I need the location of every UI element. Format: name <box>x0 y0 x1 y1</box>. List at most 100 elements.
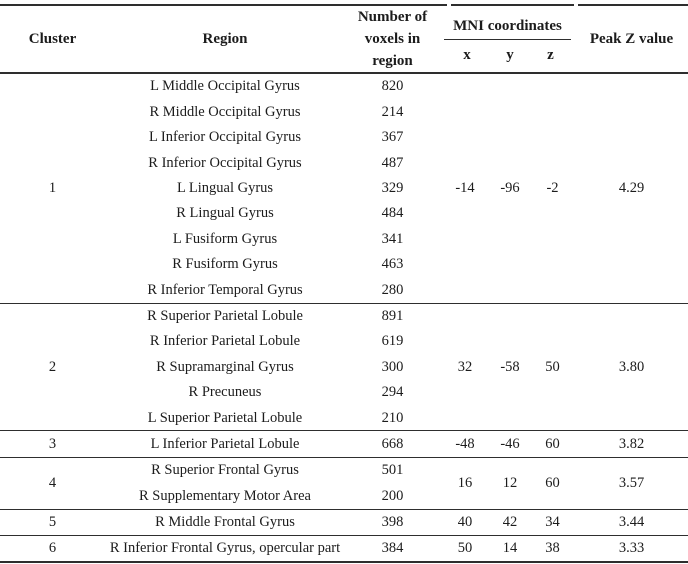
region-cell: L Inferior Occipital Gyrus <box>148 129 302 146</box>
voxel-count-cell: 398 <box>345 508 440 536</box>
region-cell: L Superior Parietal Lobule <box>147 409 303 426</box>
coord-y-cell: -46 <box>490 430 530 458</box>
region-cell: R Inferior Frontal Gyrus, opercular part <box>105 535 345 563</box>
table-row: R Inferior Temporal Gyrus 280 <box>0 277 688 303</box>
voxel-count-cell: 384 <box>345 535 440 563</box>
voxel-count-cell: 487 <box>381 154 404 171</box>
table-row: R Inferior Occipital Gyrus 487 <box>0 150 688 175</box>
voxel-count-cell: 200 <box>381 487 404 504</box>
table-row: R Precuneus 294 <box>0 380 688 405</box>
mni-coordinates-header: MNI coordinates x y z <box>440 6 575 74</box>
cluster-number-cell: 1 <box>0 72 105 304</box>
coord-x-cell: 16 <box>440 456 490 510</box>
voxel-count-cell: 210 <box>381 409 404 426</box>
voxel-count-cell: 668 <box>345 430 440 458</box>
voxel-count-cell: 820 <box>345 72 440 100</box>
coord-z-cell: 50 <box>530 302 575 431</box>
voxel-count-cell: 294 <box>381 384 404 401</box>
z-column-header: z <box>547 46 554 63</box>
region-column-header: Region <box>105 6 345 74</box>
voxel-count-cell: 463 <box>381 256 404 273</box>
region-cell: R Supplementary Motor Area <box>139 487 311 504</box>
table-row: R Supramarginal Gyrus 300 <box>0 354 688 379</box>
coord-y-cell: 14 <box>490 535 530 563</box>
cluster-column-header: Cluster <box>0 6 105 74</box>
table-row: L Superior Parietal Lobule 210 <box>0 405 688 431</box>
table-top-rule <box>0 4 688 6</box>
cluster-number-cell: 5 <box>0 508 105 536</box>
coord-x-cell: -14 <box>440 72 490 304</box>
peak-z-value-cell: 3.57 <box>575 456 688 510</box>
region-cell: R Superior Parietal Lobule <box>105 302 345 329</box>
voxels-header-line2: voxels in region <box>364 31 421 69</box>
cluster-number-cell: 4 <box>0 456 105 510</box>
voxels-column-header: Number of voxels in region <box>345 6 440 74</box>
voxel-count-cell: 341 <box>381 230 404 247</box>
mni-coordinates-label: MNI coordinates <box>444 14 571 40</box>
table-row: R Supplementary Motor Area 200 <box>0 483 688 509</box>
voxel-count-cell: 367 <box>381 129 404 146</box>
region-cell: R Middle Frontal Gyrus <box>105 508 345 536</box>
voxels-header-line1: Number of <box>357 9 428 25</box>
table-row: R Inferior Parietal Lobule 619 <box>0 329 688 354</box>
region-cell: R Supramarginal Gyrus <box>156 358 294 375</box>
region-cell: R Fusiform Gyrus <box>172 256 278 273</box>
coord-z-cell: 38 <box>530 535 575 563</box>
voxel-count-cell: 619 <box>381 333 404 350</box>
region-cell: L Lingual Gyrus <box>176 180 274 196</box>
coord-z-cell: -2 <box>530 72 575 304</box>
coord-x-cell: 32 <box>440 302 490 431</box>
coord-y-cell: 12 <box>490 456 530 510</box>
region-cell: L Inferior Parietal Lobule <box>105 430 345 458</box>
coord-y-cell: 42 <box>490 508 530 536</box>
coord-z-cell: 60 <box>530 430 575 458</box>
region-cell: R Inferior Occipital Gyrus <box>148 154 302 171</box>
coord-y-cell: -96 <box>490 72 530 304</box>
voxel-count-cell: 484 <box>381 205 404 222</box>
mni-header-inner: MNI coordinates x y z <box>444 14 571 65</box>
table-row: R Lingual Gyrus 484 <box>0 201 688 226</box>
region-cell: R Superior Frontal Gyrus <box>105 456 345 484</box>
results-table: Cluster Region Number of voxels in regio… <box>0 6 688 564</box>
coord-z-cell: 60 <box>530 456 575 510</box>
peak-z-column-header: Peak Z value <box>575 6 688 74</box>
header-row: Cluster Region Number of voxels in regio… <box>0 6 688 74</box>
peak-z-value-cell: 3.33 <box>575 535 688 563</box>
coord-x-cell: 50 <box>440 535 490 563</box>
region-cell: L Fusiform Gyrus <box>172 230 278 247</box>
voxel-count-cell: 280 <box>381 281 404 298</box>
coord-z-cell: 34 <box>530 508 575 536</box>
region-cell: R Middle Occipital Gyrus <box>149 103 301 120</box>
table-row: L Lingual Gyrus 329 <box>0 176 688 201</box>
voxel-count-cell: 300 <box>381 358 404 375</box>
voxel-count-cell: 214 <box>381 103 404 120</box>
cluster-number-cell: 6 <box>0 535 105 563</box>
voxel-count-cell: 329 <box>381 180 404 196</box>
coord-x-cell: -48 <box>440 430 490 458</box>
table-row: R Middle Occipital Gyrus 214 <box>0 99 688 124</box>
region-cell: R Precuneus <box>188 384 262 401</box>
table-row: L Fusiform Gyrus 341 <box>0 226 688 251</box>
region-cell: R Inferior Parietal Lobule <box>149 333 301 350</box>
voxel-count-cell: 501 <box>345 456 440 484</box>
x-column-header: x <box>463 46 471 63</box>
top-rule-segment <box>0 4 447 6</box>
paper-table-page: Cluster Region Number of voxels in regio… <box>0 4 688 564</box>
peak-z-value-cell: 3.80 <box>575 302 688 431</box>
peak-z-value-cell: 3.44 <box>575 508 688 536</box>
region-cell: R Inferior Temporal Gyrus <box>147 281 303 298</box>
table-header: Cluster Region Number of voxels in regio… <box>0 6 688 74</box>
cluster-number-cell: 2 <box>0 302 105 431</box>
coord-x-cell: 40 <box>440 508 490 536</box>
